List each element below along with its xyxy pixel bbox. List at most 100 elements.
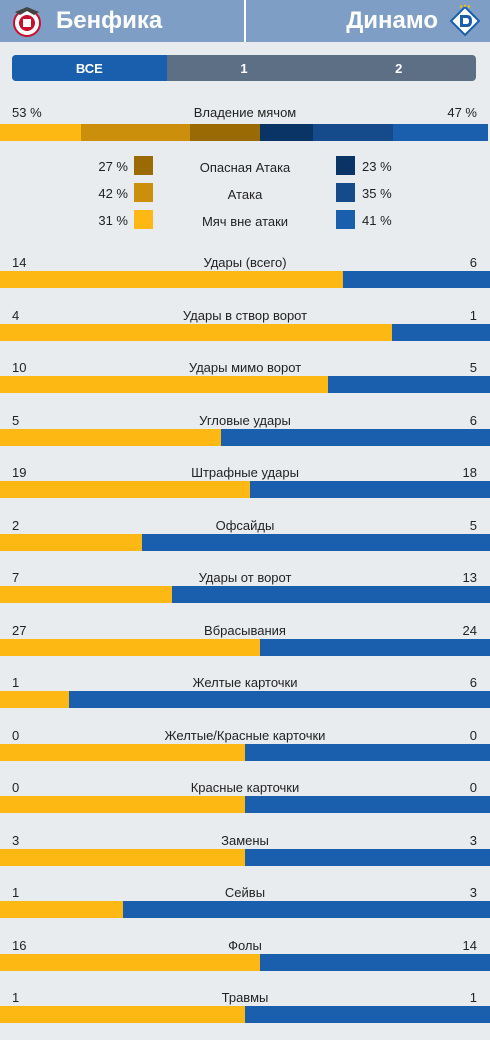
stat-bar: [0, 796, 490, 813]
stat-row: 4 Удары в створ ворот 1: [0, 306, 490, 342]
away-team-name: Динамо: [346, 7, 438, 34]
breakdown-home-swatch: [134, 210, 153, 229]
stat-bar: [0, 638, 490, 656]
possession-home-attack-segment: [80, 124, 190, 141]
stat-label: Удары (всего): [203, 255, 287, 270]
stat-label: Удары от ворот: [198, 570, 292, 585]
stat-bar: [0, 1006, 490, 1023]
stat-row: 0 Красные карточки 0: [0, 778, 490, 814]
stat-away-value: 3: [469, 885, 477, 900]
tab-first-half[interactable]: 1: [240, 60, 248, 76]
stat-home-fill: [0, 638, 260, 656]
period-tabs: ВСЕ 1 2: [12, 55, 476, 81]
match-header: Бенфика Динамо: [0, 0, 490, 42]
stat-row: 27 Вбрасывания 24: [0, 621, 490, 657]
stat-row: 10 Удары мимо ворот 5: [0, 358, 490, 394]
breakdown-away-value: 23 %: [362, 159, 392, 174]
stat-bar: [0, 848, 490, 866]
breakdown-label: Атака: [227, 187, 263, 202]
stat-bar: [0, 271, 490, 288]
tab-all[interactable]: ВСЕ: [12, 55, 167, 81]
stat-home-fill: [0, 323, 392, 341]
stat-home-fill: [0, 1006, 245, 1023]
stat-label: Замены: [221, 832, 269, 848]
stat-row: 0 Желтые/Красные карточки 0: [0, 726, 490, 762]
breakdown-row: 31 % Мяч вне атаки 41 %: [0, 210, 490, 237]
stat-away-value: 14: [462, 937, 477, 953]
away-team[interactable]: Динамо: [346, 0, 482, 42]
possession-section: 53 % Владение мячом 47 %: [0, 105, 490, 141]
stat-bar: [0, 953, 490, 971]
stat-label: Фолы: [228, 937, 262, 953]
dynamo-d-crest-icon: [449, 4, 481, 37]
stat-away-value: 1: [469, 307, 477, 323]
stat-label: Красные карточки: [190, 780, 300, 795]
stat-bar: [0, 323, 490, 341]
stat-away-value: 18: [462, 465, 477, 480]
stat-bar: [0, 586, 490, 603]
home-team[interactable]: Бенфика: [10, 0, 162, 42]
possession-label: Владение мячом: [193, 105, 297, 120]
stat-home-value: 7: [12, 570, 20, 585]
stat-home-fill: [0, 901, 123, 918]
stat-home-value: 0: [12, 780, 20, 795]
breakdown-label: Опасная Атака: [199, 160, 291, 175]
stat-bar: [0, 428, 490, 446]
stat-away-value: 0: [469, 727, 477, 743]
stat-label: Угловые удары: [199, 412, 291, 428]
stat-home-fill: [0, 428, 221, 446]
possession-home-value: 53 %: [12, 105, 42, 120]
stat-bar: [0, 376, 490, 393]
stat-away-value: 24: [462, 622, 477, 638]
breakdown-label: Мяч вне атаки: [201, 214, 289, 229]
stat-label: Штрафные удары: [191, 465, 299, 480]
stat-label: Офсайды: [215, 517, 275, 533]
possession-home-safe-segment: [0, 124, 81, 141]
breakdown-home-swatch: [134, 183, 153, 202]
stat-label: Желтые карточки: [192, 675, 298, 690]
stat-bar: [0, 691, 490, 708]
possession-away-attack-segment: [312, 124, 394, 141]
stat-away-value: 6: [469, 675, 477, 690]
stat-home-value: 27: [12, 622, 27, 638]
breakdown-away-swatch: [336, 183, 355, 202]
stat-home-fill: [0, 953, 260, 971]
stat-row: 1 Травмы 1: [0, 988, 490, 1024]
breakdown-away-value: 41 %: [362, 213, 392, 228]
stat-label: Желтые/Красные карточки: [164, 727, 326, 743]
stat-row: 16 Фолы 14: [0, 936, 490, 972]
stat-away-value: 0: [469, 780, 477, 795]
stat-label: Удары мимо ворот: [188, 360, 302, 375]
stat-away-value: 5: [469, 517, 477, 533]
stat-away-value: 6: [469, 255, 477, 270]
stat-row: 1 Сейвы 3: [0, 883, 490, 919]
stat-label: Удары в створ ворот: [182, 307, 308, 323]
stat-away-value: 6: [469, 412, 477, 428]
stat-label: Травмы: [221, 990, 269, 1005]
stat-row: 2 Офсайды 5: [0, 516, 490, 552]
stat-home-fill: [0, 271, 343, 288]
stat-home-value: 4: [12, 307, 20, 323]
stat-home-fill: [0, 481, 250, 498]
breakdown-home-swatch: [134, 156, 153, 175]
stat-home-value: 19: [12, 465, 27, 480]
stat-away-value: 1: [469, 990, 477, 1005]
tab-second-half[interactable]: 2: [395, 60, 403, 76]
possession-bar: [0, 124, 490, 141]
stat-home-fill: [0, 376, 329, 393]
possession-away-value: 47 %: [447, 105, 477, 120]
stat-away-value: 13: [462, 570, 477, 585]
stat-home-value: 1: [12, 990, 20, 1005]
home-team-name: Бенфика: [56, 7, 163, 34]
stat-home-fill: [0, 533, 143, 551]
breakdown-away-value: 35 %: [362, 186, 392, 201]
stat-home-value: 3: [12, 832, 20, 848]
stat-home-fill: [0, 848, 245, 866]
stat-home-value: 16: [12, 937, 27, 953]
stat-away-value: 5: [469, 360, 477, 375]
stat-label: Вбрасывания: [204, 622, 286, 638]
stat-home-value: 10: [12, 360, 27, 375]
stat-bar: [0, 743, 490, 761]
stat-away-value: 3: [469, 832, 477, 848]
stat-row: 1 Желтые карточки 6: [0, 673, 490, 709]
